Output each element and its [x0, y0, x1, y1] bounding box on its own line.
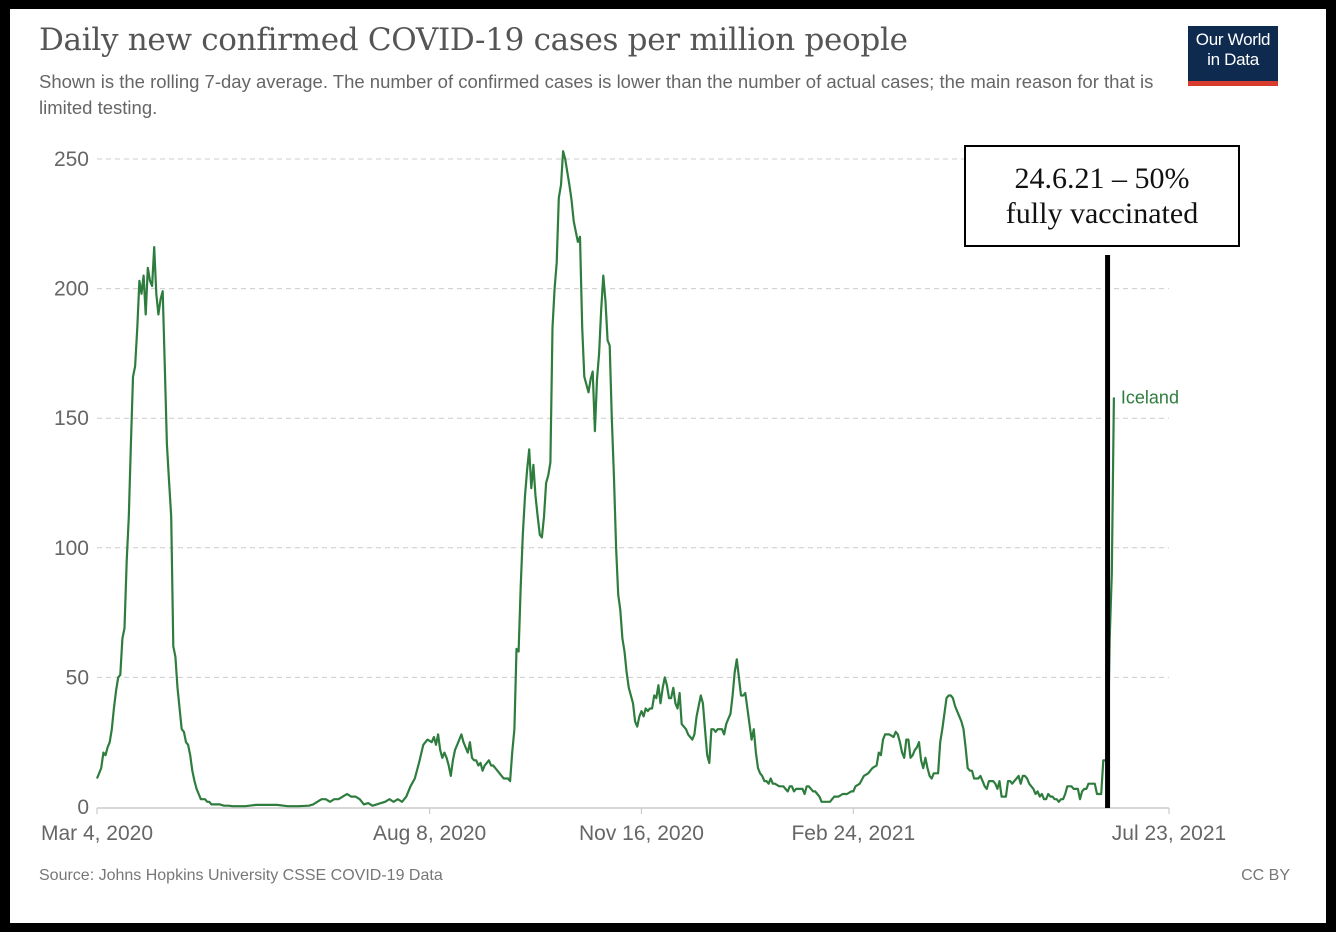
x-tick-label: Jul 23, 2021	[1112, 822, 1226, 845]
y-tick-label: 250	[54, 148, 89, 171]
x-tick-label: Nov 16, 2020	[579, 822, 704, 845]
x-tick-label: Feb 24, 2021	[791, 822, 915, 845]
vaccination-annotation: 24.6.21 – 50% fully vaccinated	[964, 145, 1240, 247]
series-label-iceland[interactable]: Iceland	[1121, 387, 1179, 407]
logo-line-1: Our World	[1195, 30, 1271, 49]
y-axis-ticks: 0 50 100 150 200 250	[54, 148, 89, 819]
logo-accent-bar	[1188, 81, 1278, 86]
x-axis: Mar 4, 2020 Aug 8, 2020 Nov 16, 2020 Feb 24…	[41, 807, 1226, 845]
logo-line-2: in Data	[1207, 50, 1259, 69]
x-tick-label: Aug 8, 2020	[373, 822, 486, 845]
series-line-iceland[interactable]	[95, 150, 1115, 808]
source-note[interactable]: Source: Johns Hopkins University CSSE CO…	[39, 867, 443, 884]
chart-title: Daily new confirmed COVID-19 cases per m…	[39, 22, 908, 58]
y-tick-label: 0	[77, 796, 89, 819]
x-tick-label: Mar 4, 2020	[41, 822, 153, 845]
y-tick-label: 200	[54, 278, 89, 301]
y-tick-label: 50	[66, 666, 89, 689]
y-tick-label: 100	[54, 537, 89, 560]
owid-logo[interactable]: Our World in Data	[1188, 26, 1278, 86]
series-group: Iceland	[95, 150, 1179, 808]
owid-logo-text: Our World in Data	[1188, 30, 1278, 70]
annotation-line-1: 24.6.21 – 50%	[1014, 162, 1190, 195]
license-link[interactable]: CC BY	[1241, 867, 1290, 884]
annotation-line-2: fully vaccinated	[1005, 197, 1199, 230]
chart-subtitle: Shown is the rolling 7-day average. The …	[39, 71, 1154, 118]
y-tick-label: 150	[54, 407, 89, 430]
